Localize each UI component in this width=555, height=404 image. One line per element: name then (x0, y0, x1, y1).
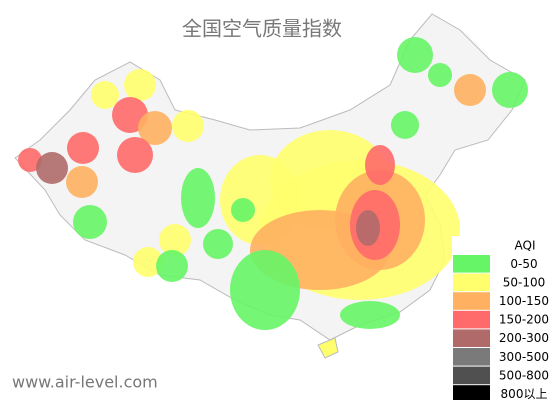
area (67, 132, 99, 164)
legend-swatch (453, 329, 490, 347)
area (124, 69, 156, 101)
area (454, 74, 486, 106)
legend-label: 200-300 (499, 331, 549, 345)
area (397, 37, 433, 73)
legend-swatch (453, 348, 490, 366)
legend-swatch (453, 273, 490, 292)
area (73, 205, 107, 239)
legend-swatch (453, 366, 490, 385)
aqi-areas (18, 37, 528, 330)
legend-label: 0-50 (510, 257, 537, 271)
legend-swatch (453, 292, 490, 310)
area (66, 166, 98, 198)
area (91, 81, 119, 109)
legend-swatch (453, 255, 490, 273)
legend-label: 150-200 (499, 313, 549, 327)
area (231, 198, 255, 222)
legend: AQI 0-50 50-100 100-150 150-200 200-300 300-5… (452, 236, 555, 403)
legend-swatch (453, 385, 490, 403)
area (428, 63, 452, 87)
area (203, 229, 233, 259)
legend-title: AQI (515, 239, 536, 253)
area (138, 111, 172, 145)
area (230, 250, 300, 330)
legend-label: 100-150 (499, 294, 549, 308)
legend-label: 500-800 (499, 368, 549, 382)
area (181, 168, 215, 228)
area (172, 110, 204, 142)
area (492, 72, 528, 108)
legend-label: 50-100 (503, 275, 546, 289)
legend-label: 300-500 (499, 350, 549, 364)
area (18, 148, 42, 172)
map-title: 全国空气质量指数 (182, 17, 342, 41)
area (117, 137, 153, 173)
hainan (317, 337, 339, 359)
area (156, 250, 188, 282)
area (36, 152, 68, 184)
area (391, 111, 419, 139)
area (133, 247, 163, 277)
area (159, 224, 191, 256)
legend-swatch (453, 310, 490, 329)
area (340, 301, 400, 329)
area (365, 145, 395, 185)
china-map (14, 13, 528, 359)
area (356, 210, 380, 246)
legend-label: 800以上 (501, 387, 548, 400)
watermark: www.air-level.com (12, 373, 158, 392)
